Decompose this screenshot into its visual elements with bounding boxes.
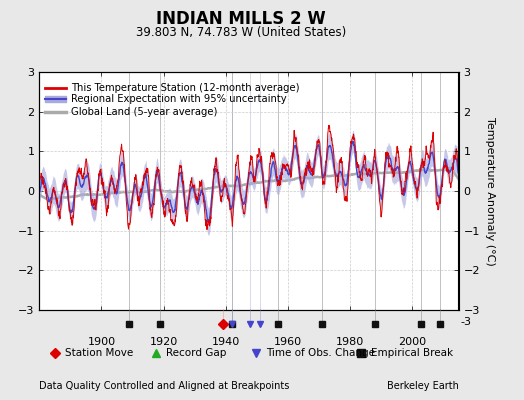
Text: 1960: 1960: [274, 337, 302, 347]
Text: Regional Expectation with 95% uncertainty: Regional Expectation with 95% uncertaint…: [71, 94, 287, 104]
Text: 39.803 N, 74.783 W (United States): 39.803 N, 74.783 W (United States): [136, 26, 346, 39]
Text: Time of Obs. Change: Time of Obs. Change: [267, 348, 376, 358]
Text: 2000: 2000: [398, 337, 426, 347]
Text: This Temperature Station (12-month average): This Temperature Station (12-month avera…: [71, 84, 299, 94]
Text: Station Move: Station Move: [66, 348, 134, 358]
Text: 1980: 1980: [336, 337, 364, 347]
Text: Empirical Break: Empirical Break: [372, 348, 453, 358]
Y-axis label: Temperature Anomaly (°C): Temperature Anomaly (°C): [485, 117, 495, 265]
Text: Record Gap: Record Gap: [166, 348, 226, 358]
Text: INDIAN MILLS 2 W: INDIAN MILLS 2 W: [156, 10, 326, 28]
Text: Data Quality Controlled and Aligned at Breakpoints: Data Quality Controlled and Aligned at B…: [39, 381, 290, 391]
Text: 1920: 1920: [149, 337, 178, 347]
Text: Global Land (5-year average): Global Land (5-year average): [71, 107, 217, 118]
Text: 1900: 1900: [88, 337, 115, 347]
Text: Berkeley Earth: Berkeley Earth: [387, 381, 458, 391]
Text: -3: -3: [460, 317, 471, 327]
Text: 1940: 1940: [212, 337, 240, 347]
